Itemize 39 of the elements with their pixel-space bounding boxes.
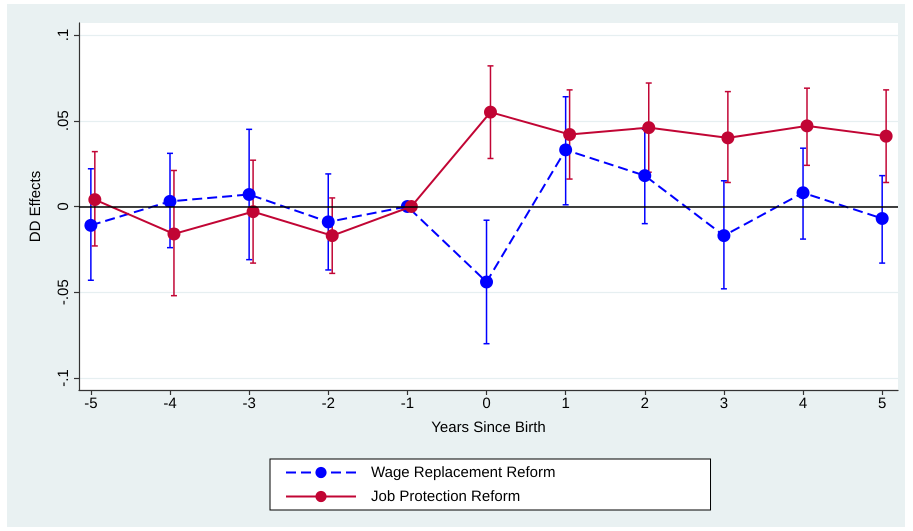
x-tick-label: 3 [720,395,728,412]
point [322,215,335,228]
x-tick-label: -1 [400,395,414,412]
point [167,227,180,240]
x-tick-label: -2 [322,395,335,412]
point [800,119,814,132]
x-tick-label: -3 [242,395,256,412]
y-tick-label: -.05 [55,279,72,306]
point [717,229,730,242]
point [559,143,572,156]
x-tick-label: 5 [878,395,886,412]
point [480,275,494,288]
point [242,188,256,201]
point [164,194,176,208]
point [326,229,339,242]
y-tick-label: 0 [55,202,72,211]
x-axis-title: Years Since Birth [431,419,546,436]
y-tick-label: -.1 [55,369,72,387]
x-tick-label: 0 [482,395,491,412]
point [880,130,893,143]
x-tick-label: 1 [561,395,570,412]
x-tick-label: 4 [798,395,808,412]
x-tick-label: -4 [163,395,177,412]
y-tick-label: .05 [55,110,72,132]
legend-label: Wage Replacement Reform [371,464,556,481]
point [563,128,576,141]
point [638,169,652,182]
point [642,121,656,134]
x-tick-label: -5 [84,395,98,412]
point [721,131,734,144]
point [796,186,810,200]
y-axis-title: DD Effects [27,170,44,242]
point [876,212,889,225]
point [88,193,102,206]
y-tick-label: .1 [55,28,72,42]
point [484,106,497,119]
point [84,218,98,232]
x-tick-label: 2 [640,395,649,412]
legend-label: Job Protection Reform [371,488,520,505]
